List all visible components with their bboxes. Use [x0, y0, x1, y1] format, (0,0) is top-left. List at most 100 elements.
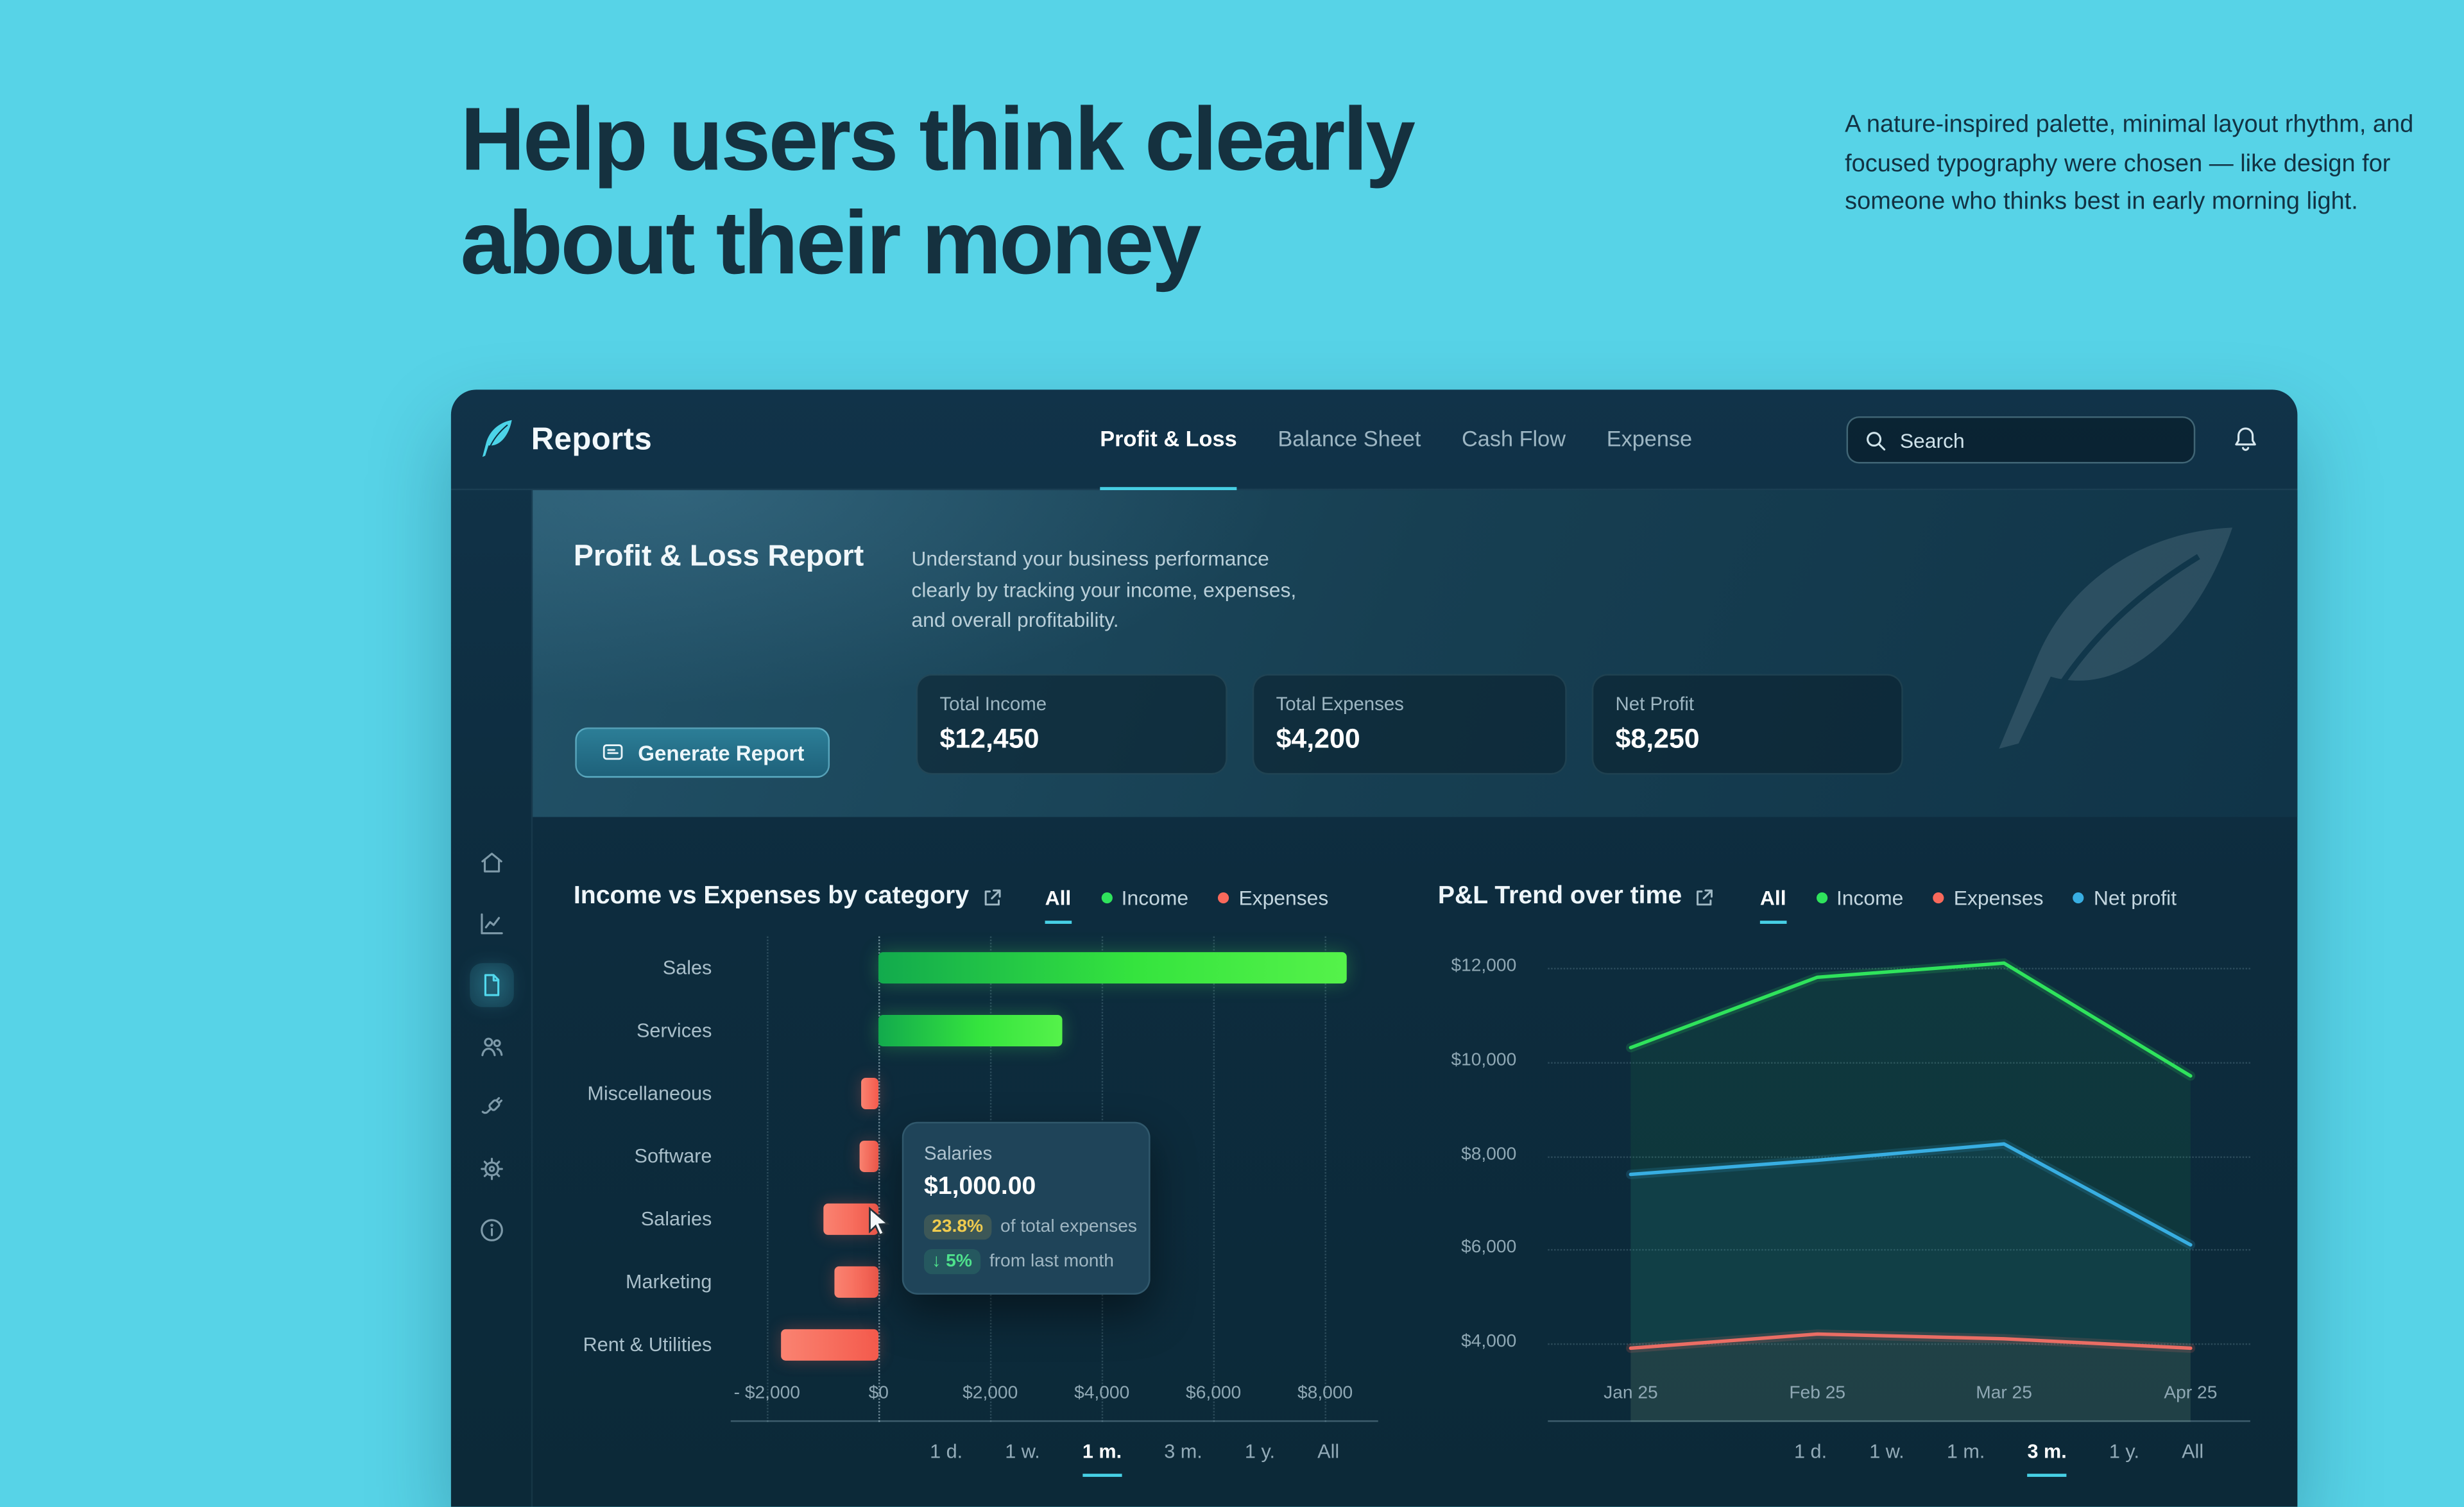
range-3m[interactable]: 3 m. — [1164, 1440, 1202, 1463]
design-blurb: A nature-inspired palette, minimal layou… — [1845, 111, 2414, 216]
stat-value: $4,200 — [1276, 722, 1360, 754]
legend-dot-expenses — [1933, 892, 1945, 904]
analytics-chart-icon — [480, 913, 502, 935]
stat-value: $12,450 — [939, 722, 1040, 754]
report-hero: Profit & Loss Report Understand your bus… — [533, 490, 2298, 817]
sidebar-item-integrations[interactable] — [469, 1086, 513, 1130]
range-1d[interactable]: 1 d. — [1794, 1440, 1827, 1463]
tooltip-delta-caption: from last month — [989, 1252, 1114, 1272]
nav-tabs: Profit & Loss Balance Sheet Cash Flow Ex… — [1100, 389, 1693, 491]
bar-services[interactable] — [878, 1015, 1063, 1047]
notifications-button[interactable] — [2232, 424, 2260, 454]
headline-line-1: Help users think clearly — [460, 89, 1416, 191]
sidebar-item-help[interactable] — [469, 1208, 513, 1252]
filter-all[interactable]: All — [1045, 886, 1072, 924]
x-tick: $2,000 — [963, 1384, 1018, 1403]
filter-income[interactable]: Income — [1816, 886, 1903, 924]
filter-label: Net profit — [2093, 886, 2177, 910]
sidebar-item-analytics[interactable] — [469, 902, 513, 946]
filter-label: Expenses — [1953, 886, 2044, 910]
salaries-tooltip: Salaries $1,000.00 23.8% of total expense… — [902, 1121, 1151, 1295]
x-tick: - $2,000 — [733, 1384, 800, 1403]
page-headline: Help users think clearly about their mon… — [460, 88, 1416, 295]
filter-expenses[interactable]: Expenses — [1218, 886, 1328, 924]
gridline — [1548, 1343, 2250, 1345]
y-tick: $8,000 — [1461, 1145, 1517, 1164]
sidebar-item-home[interactable] — [469, 840, 513, 885]
gridline — [1213, 936, 1215, 1422]
sidebar-item-customers[interactable] — [469, 1025, 513, 1069]
range-1w[interactable]: 1 w. — [1869, 1440, 1904, 1463]
y-tick: $4,000 — [1461, 1332, 1517, 1352]
legend-dot-expenses — [1218, 892, 1229, 904]
bar-software[interactable] — [859, 1140, 879, 1172]
filter-label: All — [1045, 886, 1072, 910]
y-tick: $10,000 — [1451, 1050, 1517, 1070]
category-chart-title: Income vs Expenses by category — [574, 883, 1002, 911]
external-link-icon[interactable] — [1695, 887, 1715, 907]
stat-card-total-income: Total Income $12,450 — [916, 674, 1228, 775]
filter-net-profit[interactable]: Net profit — [2073, 886, 2177, 924]
tab-cash-flow[interactable]: Cash Flow — [1462, 425, 1566, 451]
sidebar — [451, 490, 533, 1507]
trend-chart-time-ranges: 1 d. 1 w. 1 m. 3 m. 1 y. All — [1661, 1441, 2298, 1477]
bar-row — [731, 1313, 1378, 1376]
stat-label: Total Expenses — [1276, 693, 1404, 715]
headline-line-2: about their money — [460, 193, 1202, 294]
x-tick: Apr 25 — [2164, 1384, 2218, 1403]
range-1y[interactable]: 1 y. — [2109, 1440, 2139, 1463]
range-3m[interactable]: 3 m. — [2027, 1441, 2067, 1477]
app-title: Reports — [531, 421, 653, 457]
x-tick: Mar 25 — [1976, 1384, 2032, 1403]
category-label: Miscellaneous — [587, 1082, 712, 1105]
tab-profit-loss[interactable]: Profit & Loss — [1100, 389, 1237, 491]
filter-all[interactable]: All — [1759, 886, 1786, 924]
y-tick: $12,000 — [1451, 957, 1517, 976]
legend-dot-income — [1816, 892, 1827, 904]
generate-report-button[interactable]: Generate Report — [575, 727, 830, 778]
info-icon — [479, 1219, 502, 1241]
filter-expenses[interactable]: Expenses — [1933, 886, 2044, 924]
search-input[interactable] — [1899, 428, 2178, 452]
bar-marketing[interactable] — [834, 1266, 879, 1298]
stat-label: Net Profit — [1615, 693, 1695, 715]
range-1m[interactable]: 1 m. — [1082, 1441, 1122, 1477]
gridline — [1325, 936, 1327, 1422]
gridline — [767, 936, 769, 1422]
income-line — [1625, 958, 2196, 1422]
range-1m[interactable]: 1 m. — [1946, 1440, 1985, 1463]
tab-balance-sheet[interactable]: Balance Sheet — [1278, 425, 1421, 451]
range-1d[interactable]: 1 d. — [930, 1440, 963, 1463]
x-tick: $8,000 — [1297, 1384, 1353, 1403]
feather-watermark-icon — [1999, 527, 2233, 749]
tab-expense[interactable]: Expense — [1606, 425, 1693, 451]
range-all[interactable]: All — [2182, 1440, 2204, 1463]
bar-sales[interactable] — [878, 952, 1348, 984]
net-profit-line — [1625, 1139, 2196, 1422]
sidebar-item-reports[interactable] — [469, 963, 513, 1007]
range-1w[interactable]: 1 w. — [1005, 1440, 1040, 1463]
bar-miscellaneous[interactable] — [862, 1078, 879, 1109]
category-chart-time-ranges: 1 d. 1 w. 1 m. 3 m. 1 y. All — [828, 1441, 1441, 1477]
feather-logo-icon — [482, 420, 512, 457]
trend-chart-filters: All Income Expenses Net profit — [1759, 886, 2177, 924]
tooltip-percent-badge: 23.8% — [924, 1214, 991, 1240]
generate-report-label: Generate Report — [638, 740, 805, 765]
search-box[interactable] — [1846, 416, 2196, 464]
range-all[interactable]: All — [1317, 1440, 1340, 1463]
brand: Reports — [479, 389, 652, 490]
trend-chart-title: P&L Trend over time — [1438, 883, 1715, 911]
x-tick: Feb 25 — [1789, 1384, 1846, 1403]
bar-rent-utilities[interactable] — [781, 1329, 879, 1361]
tooltip-delta-badge: ↓ 5% — [924, 1248, 980, 1275]
bell-icon — [2235, 427, 2256, 451]
filter-income[interactable]: Income — [1100, 886, 1188, 924]
report-description: Understand your business performance cle… — [911, 547, 1297, 632]
external-link-icon[interactable] — [982, 887, 1002, 907]
sidebar-item-settings[interactable] — [469, 1147, 513, 1191]
bar-category-labels: Sales Services Miscellaneous Software Sa… — [549, 937, 712, 1377]
range-1y[interactable]: 1 y. — [1244, 1440, 1276, 1463]
category-label: Software — [634, 1145, 712, 1168]
gridline — [1548, 967, 2250, 970]
